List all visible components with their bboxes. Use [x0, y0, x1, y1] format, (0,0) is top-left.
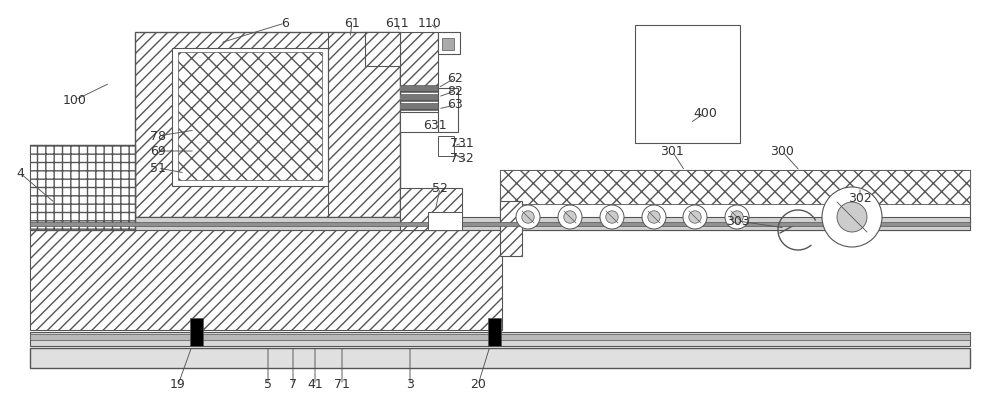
- Circle shape: [516, 205, 540, 229]
- Text: 400: 400: [693, 107, 717, 119]
- Bar: [635, 25, 740, 143]
- Text: 20: 20: [470, 378, 486, 392]
- Circle shape: [648, 211, 660, 223]
- Text: 71: 71: [334, 378, 350, 392]
- Bar: [428, 212, 462, 230]
- Text: 4: 4: [16, 166, 24, 179]
- Circle shape: [725, 205, 749, 229]
- Text: 110: 110: [418, 16, 442, 29]
- Bar: [30, 222, 970, 226]
- Bar: [30, 332, 970, 346]
- Text: 302: 302: [848, 191, 872, 205]
- Bar: [178, 52, 322, 180]
- Circle shape: [642, 205, 666, 229]
- Text: 303: 303: [726, 215, 750, 228]
- Bar: [400, 32, 438, 88]
- Circle shape: [731, 211, 743, 223]
- Text: 100: 100: [63, 94, 87, 107]
- Circle shape: [837, 202, 867, 232]
- Text: 52: 52: [432, 181, 448, 195]
- Bar: [30, 230, 502, 330]
- Bar: [30, 348, 970, 368]
- Bar: [500, 170, 970, 204]
- Text: 731: 731: [450, 137, 474, 150]
- Text: 41: 41: [307, 378, 323, 392]
- Text: 300: 300: [770, 144, 794, 158]
- Circle shape: [600, 205, 624, 229]
- Bar: [500, 201, 522, 256]
- Bar: [400, 85, 438, 92]
- Bar: [365, 32, 400, 66]
- Bar: [30, 217, 970, 230]
- Bar: [400, 95, 438, 100]
- Text: 62: 62: [447, 72, 463, 84]
- Bar: [30, 145, 135, 230]
- Bar: [190, 318, 203, 346]
- Text: 732: 732: [450, 152, 474, 164]
- Text: 5: 5: [264, 378, 272, 392]
- Text: 69: 69: [150, 144, 166, 158]
- Bar: [172, 48, 328, 186]
- Bar: [400, 188, 462, 230]
- Circle shape: [558, 205, 582, 229]
- Bar: [500, 170, 970, 230]
- Text: 301: 301: [660, 144, 684, 158]
- Text: 63: 63: [447, 98, 463, 111]
- Circle shape: [606, 211, 618, 223]
- Circle shape: [564, 211, 576, 223]
- Bar: [442, 38, 454, 50]
- Bar: [438, 88, 458, 132]
- Bar: [400, 104, 438, 109]
- Circle shape: [683, 205, 707, 229]
- Circle shape: [689, 211, 701, 223]
- Text: 78: 78: [150, 129, 166, 142]
- Bar: [135, 32, 400, 217]
- Bar: [400, 112, 438, 132]
- Text: 6: 6: [281, 16, 289, 29]
- Text: 631: 631: [423, 119, 447, 131]
- Bar: [400, 94, 438, 101]
- Bar: [438, 88, 458, 132]
- Bar: [400, 112, 438, 118]
- Bar: [400, 103, 438, 110]
- Bar: [400, 112, 438, 132]
- Bar: [438, 136, 454, 156]
- Text: 3: 3: [406, 378, 414, 392]
- Bar: [400, 86, 438, 91]
- Circle shape: [522, 211, 534, 223]
- Bar: [438, 32, 460, 54]
- Text: 61: 61: [344, 16, 360, 29]
- Text: 7: 7: [289, 378, 297, 392]
- Bar: [30, 334, 970, 340]
- Bar: [488, 318, 501, 346]
- Text: 19: 19: [170, 378, 186, 392]
- Text: 82: 82: [447, 84, 463, 98]
- Text: 51: 51: [150, 162, 166, 174]
- Circle shape: [822, 187, 882, 247]
- Text: 611: 611: [385, 16, 409, 29]
